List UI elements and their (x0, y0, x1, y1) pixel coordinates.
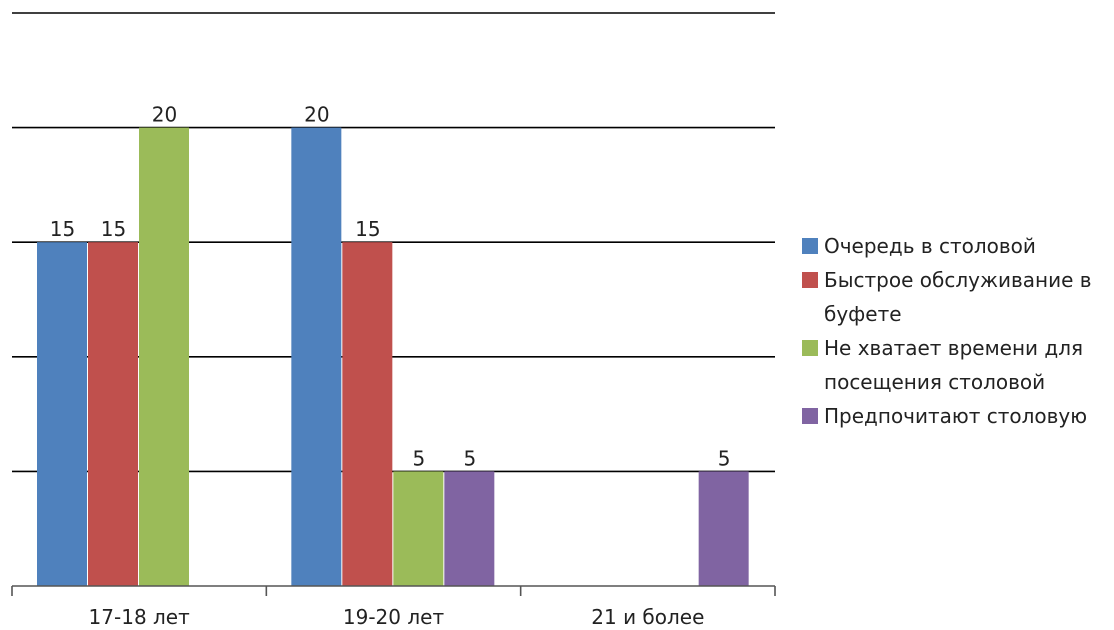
data-label-series2-cat1: 5 (412, 446, 425, 470)
x-tick-label: 17-18 лет (89, 605, 191, 629)
bar-series1-cat0 (88, 242, 138, 586)
bar-series2-cat1 (393, 471, 444, 586)
bar-series0-cat0 (37, 242, 87, 586)
legend-item-fast-service: Быстрое обслуживание в буфете (802, 263, 1112, 331)
bar-series1-cat1 (342, 242, 393, 586)
legend-item-queue: Очередь в столовой (802, 229, 1112, 263)
data-label-series1-cat1: 15 (355, 217, 380, 241)
x-tick-label: 19-20 лет (343, 605, 445, 629)
legend-swatch-queue (802, 238, 818, 254)
bar-series3-cat1 (444, 471, 495, 586)
data-labels: 15 20 15 15 20 5 5 5 (50, 103, 731, 471)
legend-item-no-time: Не хватает времени для посещения столово… (802, 331, 1112, 399)
data-label-series3-cat2: 5 (718, 446, 731, 470)
legend: Очередь в столовой Быстрое обслуживание … (802, 229, 1112, 433)
data-label-series2-cat0: 20 (152, 103, 177, 127)
legend-item-prefer-canteen: Предпочитают столовую (802, 399, 1112, 433)
bar-series0-cat1 (291, 127, 342, 586)
legend-label-queue: Очередь в столовой (824, 234, 1036, 258)
data-label-series1-cat0: 15 (101, 217, 126, 241)
x-axis: 17-18 лет 19-20 лет 21 и более (11, 585, 776, 629)
data-label-series0-cat1: 20 (304, 103, 329, 127)
data-label-series3-cat1: 5 (463, 446, 476, 470)
bar-series3-cat2 (698, 471, 749, 586)
bar-series2-cat0 (139, 127, 189, 586)
legend-swatch-prefer-canteen (802, 408, 818, 424)
data-label-series0-cat0: 15 (50, 217, 75, 241)
legend-swatch-no-time (802, 340, 818, 356)
bars (37, 127, 749, 586)
legend-label-no-time: Не хватает времени для посещения столово… (824, 336, 1084, 394)
legend-label-prefer-canteen: Предпочитают столовую (824, 404, 1088, 428)
legend-label-fast-service: Быстрое обслуживание в буфете (824, 268, 1092, 326)
legend-swatch-fast-service (802, 272, 818, 288)
x-tick-label: 21 и более (591, 605, 704, 629)
